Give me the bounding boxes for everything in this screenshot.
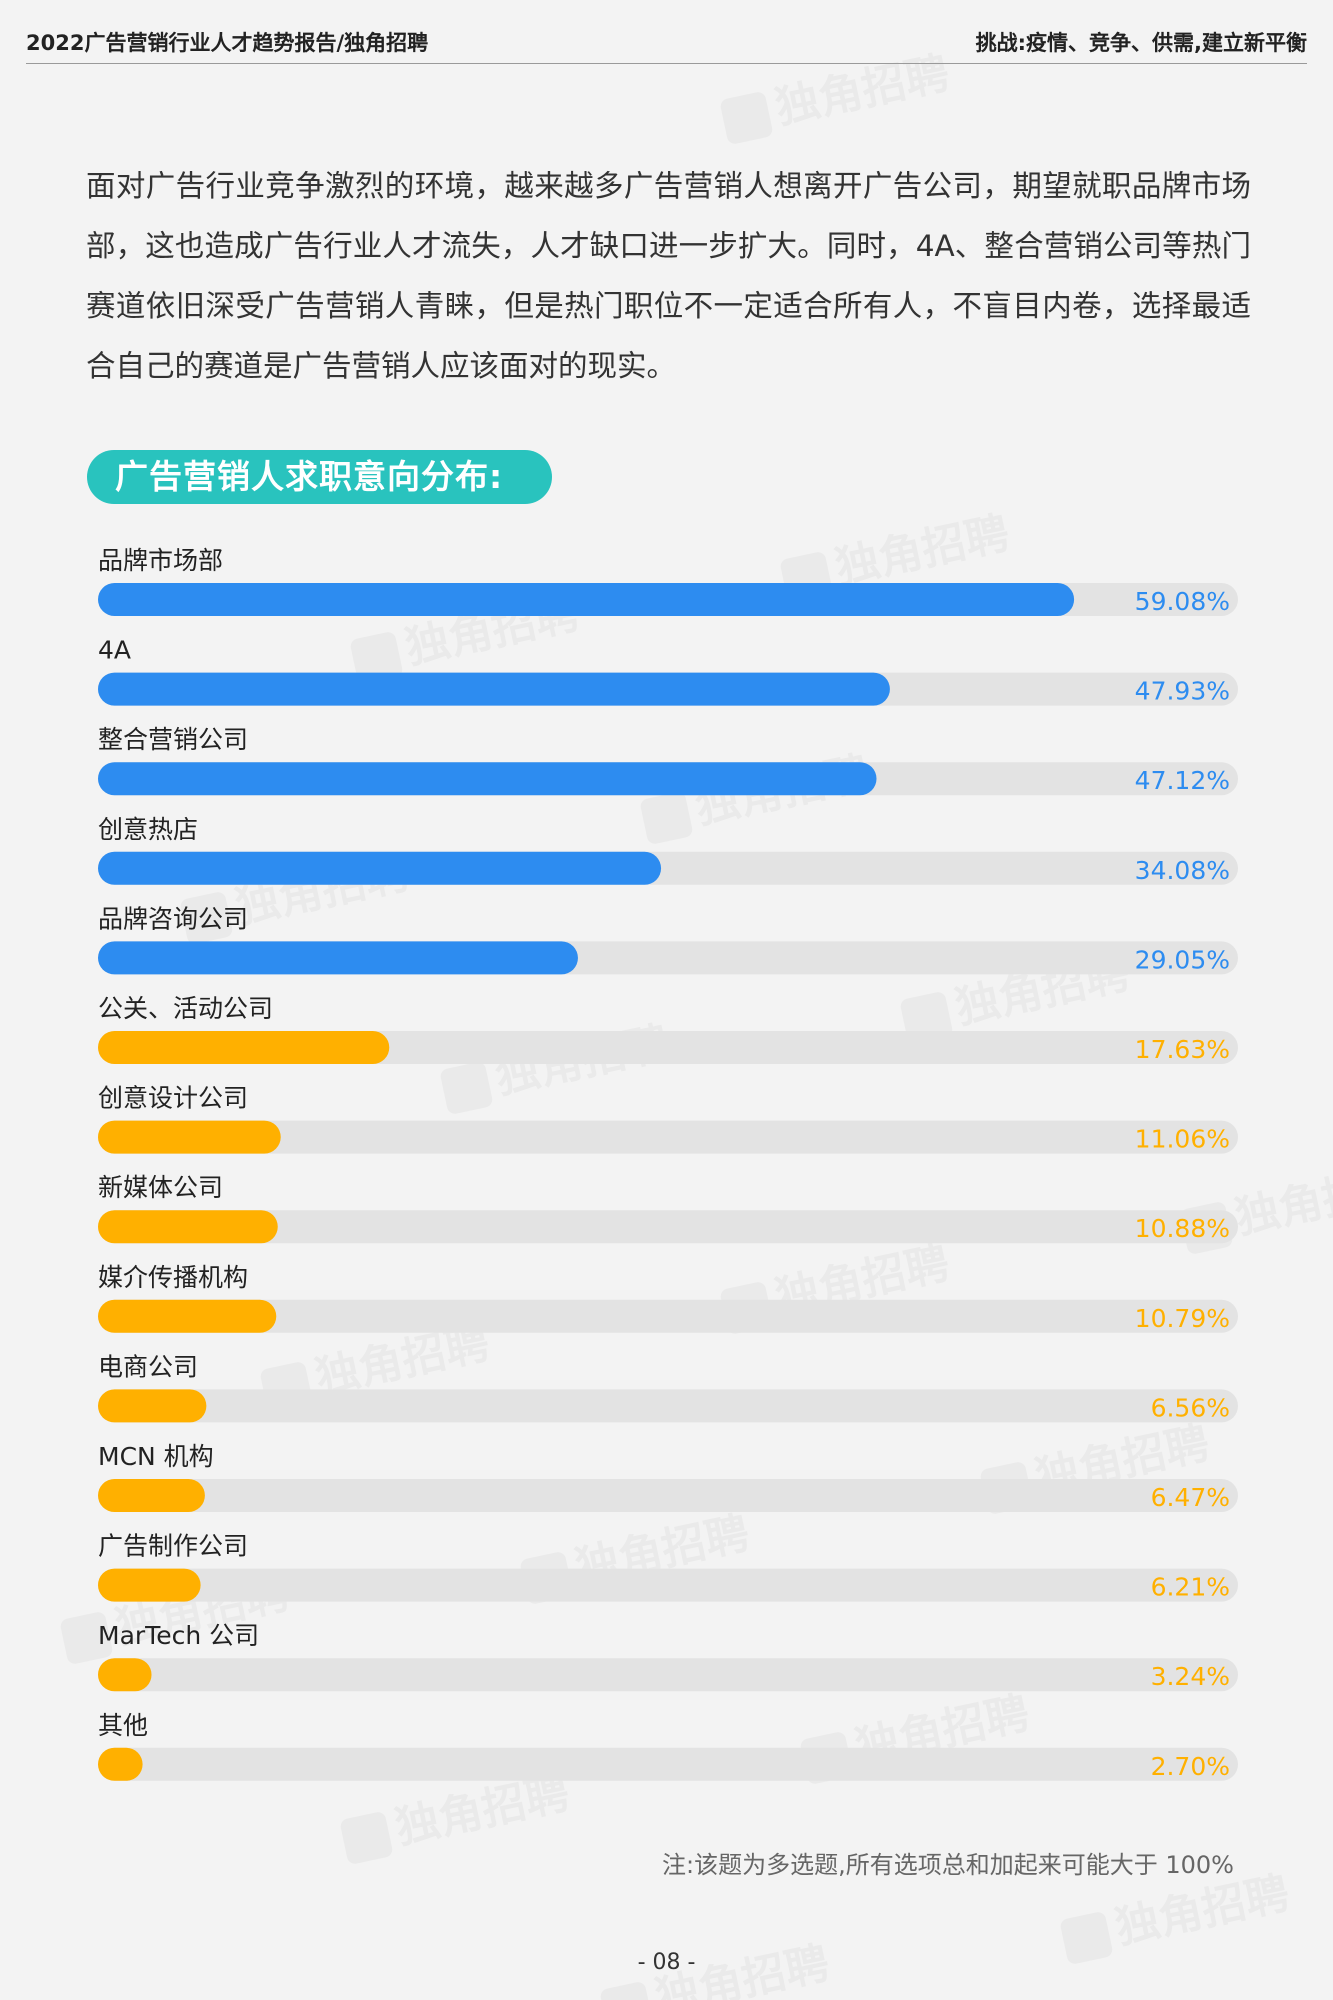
bar <box>98 1299 277 1333</box>
category-label: 新媒体公司 <box>98 1173 223 1202</box>
category-label: 品牌咨询公司 <box>98 904 248 933</box>
intro-paragraph: 面对广告行业竞争激烈的环境，越来越多广告营销人想离开广告公司，期望就职品牌市场部… <box>86 169 1251 383</box>
value-label: 6.47% <box>1151 1483 1230 1512</box>
bar <box>98 1031 390 1064</box>
bar-track <box>98 1747 1238 1781</box>
bar-track <box>98 1568 1238 1602</box>
value-label: 17.63% <box>1135 1035 1230 1064</box>
bar-track <box>98 1120 1238 1154</box>
value-label: 47.93% <box>1135 677 1230 706</box>
bar <box>98 1479 205 1512</box>
page-number: - 08 - <box>637 1950 696 1975</box>
category-label: 公关、活动公司 <box>98 994 273 1023</box>
value-label: 11.06% <box>1135 1125 1230 1154</box>
bar-track <box>98 1658 1238 1692</box>
bar-track <box>98 1299 1238 1333</box>
bar <box>98 851 662 885</box>
footnote: 注:该题为多选题,所有选项总和加起来可能大于 100% <box>662 1851 1234 1879</box>
bar <box>98 1658 152 1692</box>
bar <box>98 1389 207 1423</box>
value-label: 2.70% <box>1151 1752 1230 1781</box>
value-label: 47.12% <box>1135 766 1230 795</box>
value-label: 3.24% <box>1151 1662 1230 1691</box>
bar <box>98 1210 278 1244</box>
value-label: 10.88% <box>1135 1214 1230 1243</box>
job-intention-bar-chart: 品牌市场部 59.08% 4A 47.93% 整合营销公司 47.12% 创意热店 34.08… <box>98 546 1238 1781</box>
section-title-pill: 广告营销人求职意向分布: <box>87 450 552 504</box>
category-label: 4A <box>98 636 131 665</box>
chapter-title: 挑战:疫情、竞争、供需,建立新平衡 <box>975 31 1307 55</box>
value-label: 29.05% <box>1135 945 1230 974</box>
bar <box>98 672 890 706</box>
bar <box>98 1747 143 1781</box>
value-label: 59.08% <box>1135 587 1230 616</box>
category-label: MCN 机构 <box>98 1442 214 1471</box>
value-label: 10.79% <box>1135 1304 1230 1333</box>
report-title: 2022广告营销行业人才趋势报告/独角招聘 <box>26 31 429 55</box>
bar <box>98 1120 281 1154</box>
value-label: 6.56% <box>1151 1393 1230 1422</box>
category-label: 品牌市场部 <box>98 546 223 575</box>
category-label: 电商公司 <box>98 1352 198 1381</box>
bar-track <box>98 1210 1238 1244</box>
bar <box>98 583 1075 616</box>
category-label: 广告制作公司 <box>98 1532 248 1561</box>
value-label: 34.08% <box>1135 856 1230 885</box>
category-label: 其他 <box>98 1711 148 1740</box>
value-label: 6.21% <box>1151 1573 1230 1602</box>
page-header: 2022广告营销行业人才趋势报告/独角招聘 挑战:疫情、竞争、供需,建立新平衡 <box>26 0 1307 64</box>
bar <box>98 941 578 975</box>
bar <box>98 762 877 796</box>
category-label: 媒介传播机构 <box>98 1263 248 1292</box>
category-label: 整合营销公司 <box>98 725 248 754</box>
bar-track <box>98 1479 1238 1512</box>
category-label: MarTech 公司 <box>98 1621 259 1650</box>
category-label: 创意设计公司 <box>98 1084 248 1113</box>
bar <box>98 1568 201 1602</box>
category-label: 创意热店 <box>98 815 198 844</box>
bar-track <box>98 1389 1238 1423</box>
